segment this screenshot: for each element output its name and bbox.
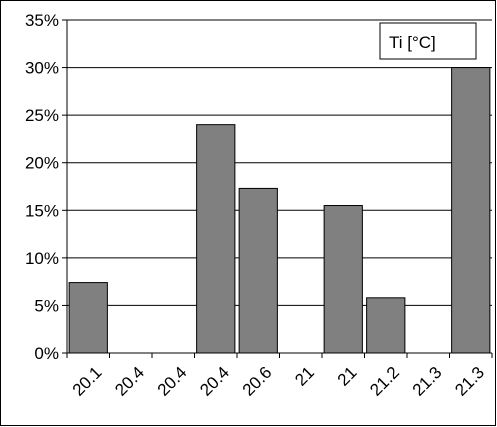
y-tick-label: 25%: [25, 106, 59, 125]
y-tick-label: 20%: [25, 154, 59, 173]
y-tick-label: 30%: [25, 59, 59, 78]
bars: [66, 67, 493, 358]
bar: [196, 124, 236, 354]
legend-box: Ti [°C]: [379, 22, 477, 60]
y-tick-label: 10%: [25, 249, 59, 268]
y-tick-label: 5%: [34, 296, 59, 315]
axes: [66, 20, 492, 354]
bar: [68, 282, 108, 354]
y-tick-label: 0%: [34, 344, 59, 363]
bar: [238, 187, 278, 354]
bar: [323, 205, 363, 354]
y-tick-labels: 0% 5% 10% 15% 20% 25% 30% 35%: [25, 11, 59, 363]
bar: [366, 297, 406, 354]
y-tick-label: 35%: [25, 11, 59, 30]
legend-frame: [379, 22, 477, 60]
bar: [451, 67, 491, 354]
gridlines: [62, 19, 492, 354]
legend-label: Ti [°C]: [389, 33, 436, 52]
y-tick-label: 15%: [25, 201, 59, 220]
